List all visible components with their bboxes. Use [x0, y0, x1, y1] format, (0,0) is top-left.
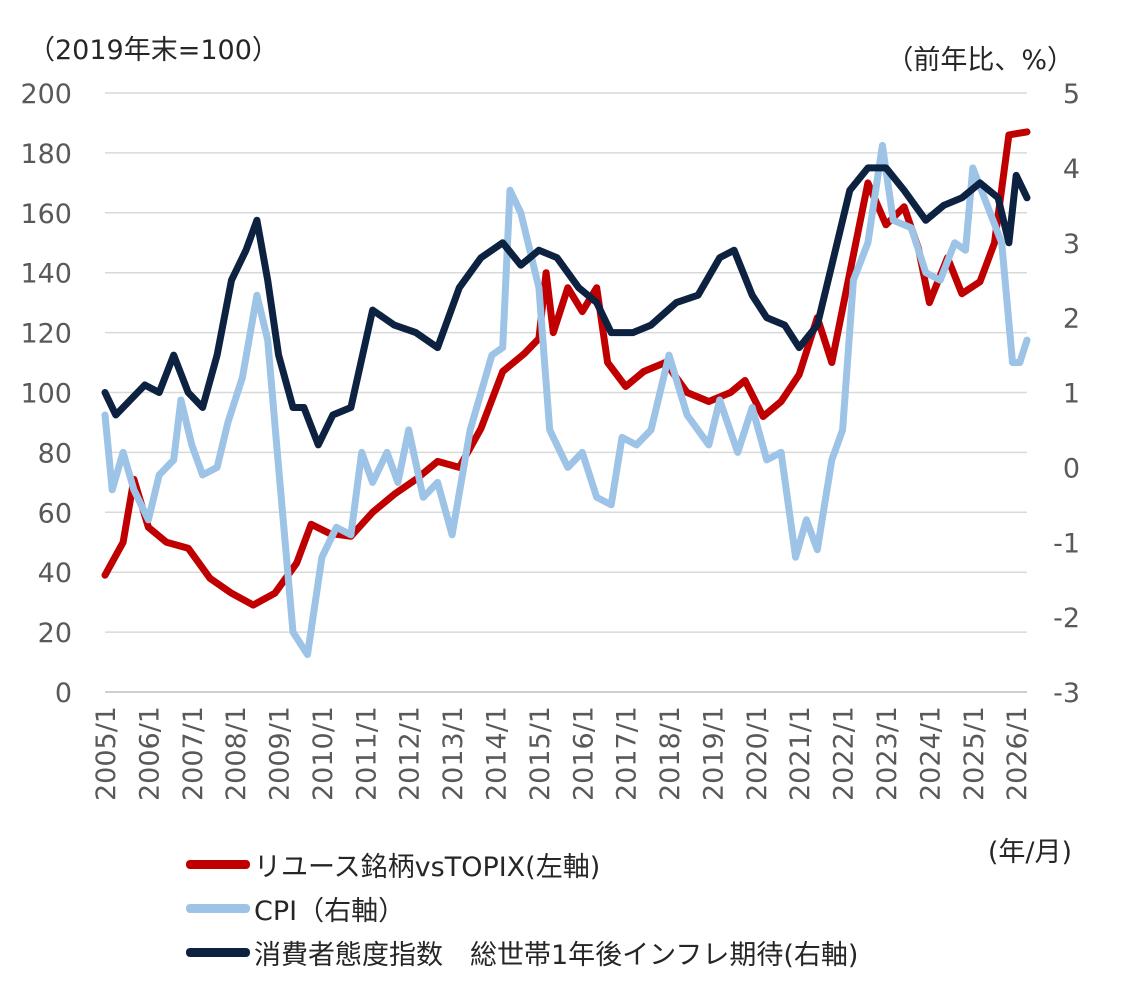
left-axis-ticks: 0 20 40 60 80 100 120 140 160 180 200 — [20, 79, 72, 709]
right-tick-label: 4 — [1063, 154, 1080, 185]
legend: リユース銘柄vsTOPIX(左軸) CPI（右軸） 消費者態度指数 総世帯1年後… — [186, 842, 858, 974]
x-tick-label: 2026/1 — [1002, 706, 1033, 801]
x-axis-unit: (年/月) — [987, 837, 1072, 868]
x-tick-label: 2018/1 — [655, 706, 686, 801]
left-tick-label: 20 — [38, 618, 72, 649]
legend-swatch-cpi — [186, 903, 250, 913]
left-tick-label: 160 — [20, 199, 72, 230]
right-tick-label: -2 — [1053, 603, 1080, 634]
x-tick-label: 2020/1 — [742, 706, 773, 801]
x-tick-label: 2013/1 — [438, 706, 469, 801]
left-tick-label: 40 — [38, 558, 72, 589]
legend-label-cpi: CPI（右軸） — [254, 895, 406, 927]
legend-swatch-inflation-expectation — [186, 947, 250, 957]
right-tick-label: 3 — [1063, 229, 1080, 260]
x-tick-label: 2016/1 — [568, 706, 599, 801]
left-tick-label: 120 — [20, 319, 72, 350]
x-tick-label: 2014/1 — [481, 706, 512, 801]
x-tick-label: 2009/1 — [265, 706, 296, 801]
x-axis-ticks: 2005/1 2006/1 2007/1 2008/1 2009/1 2010/1 2011… — [91, 706, 1033, 801]
gridlines — [105, 92, 1027, 693]
legend-swatch-reuse — [186, 859, 250, 869]
x-tick-label: 2007/1 — [178, 706, 209, 801]
x-tick-label: 2022/1 — [829, 706, 860, 801]
x-tick-label: 2011/1 — [351, 706, 382, 801]
x-tick-label: 2024/1 — [915, 706, 946, 801]
x-tick-label: 2012/1 — [395, 706, 426, 801]
right-tick-label: -3 — [1053, 678, 1080, 709]
series-lines — [101, 128, 1031, 659]
x-tick-label: 2025/1 — [959, 706, 990, 801]
x-tick-label: 2010/1 — [308, 706, 339, 801]
x-tick-label: 2008/1 — [221, 706, 252, 801]
left-tick-label: 60 — [38, 498, 72, 529]
right-tick-label: 2 — [1063, 304, 1080, 335]
left-tick-label: 80 — [38, 438, 72, 469]
legend-item-reuse: リユース銘柄vsTOPIX(左軸) — [186, 842, 858, 886]
series-line-2 — [101, 164, 1031, 449]
legend-label-reuse: リユース銘柄vsTOPIX(左軸) — [254, 851, 601, 883]
right-tick-label: -1 — [1053, 528, 1080, 559]
x-tick-label: 2023/1 — [872, 706, 903, 801]
left-tick-label: 140 — [20, 259, 72, 290]
x-tick-label: 2021/1 — [785, 706, 816, 801]
x-tick-label: 2005/1 — [91, 706, 122, 801]
left-axis-unit: （2019年末=100） — [28, 35, 279, 66]
legend-item-cpi: CPI（右軸） — [186, 886, 858, 930]
left-tick-label: 100 — [20, 379, 72, 410]
right-tick-label: 0 — [1063, 453, 1080, 484]
x-tick-label: 2006/1 — [134, 706, 165, 801]
left-tick-label: 180 — [20, 139, 72, 170]
x-tick-label: 2019/1 — [698, 706, 729, 801]
right-tick-label: 1 — [1063, 379, 1080, 410]
legend-label-inflation-expectation: 消費者態度指数 総世帯1年後インフレ期待(右軸) — [254, 939, 859, 971]
left-tick-label: 0 — [55, 678, 72, 709]
x-tick-label: 2017/1 — [612, 706, 643, 801]
x-tick-label: 2015/1 — [525, 706, 556, 801]
right-axis-ticks: -3 -2 -1 0 1 2 3 4 5 — [1053, 79, 1080, 709]
left-tick-label: 200 — [20, 79, 72, 110]
right-axis-unit: （前年比、%） — [886, 45, 1074, 76]
legend-item-inflation-expectation: 消費者態度指数 総世帯1年後インフレ期待(右軸) — [186, 930, 858, 974]
right-tick-label: 5 — [1063, 79, 1080, 110]
